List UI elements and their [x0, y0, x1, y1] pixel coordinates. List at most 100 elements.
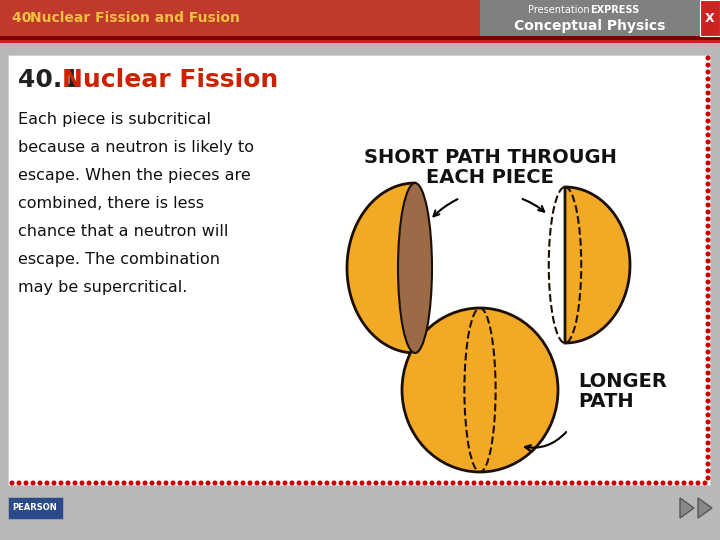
Circle shape [486, 481, 490, 485]
Circle shape [437, 481, 441, 485]
Circle shape [472, 481, 476, 485]
Circle shape [269, 481, 273, 485]
Circle shape [171, 481, 175, 485]
Circle shape [416, 481, 420, 485]
Circle shape [706, 476, 710, 480]
Circle shape [53, 481, 56, 485]
Circle shape [668, 481, 672, 485]
Text: 40: 40 [12, 11, 36, 25]
Circle shape [192, 481, 196, 485]
Circle shape [706, 322, 710, 326]
Circle shape [706, 133, 710, 137]
Circle shape [706, 427, 710, 431]
Circle shape [584, 481, 588, 485]
Circle shape [706, 378, 710, 382]
Circle shape [213, 481, 217, 485]
Polygon shape [565, 187, 630, 343]
Circle shape [45, 481, 49, 485]
Circle shape [507, 481, 510, 485]
Circle shape [444, 481, 448, 485]
FancyBboxPatch shape [0, 36, 720, 40]
FancyBboxPatch shape [0, 40, 720, 43]
Circle shape [570, 481, 574, 485]
Text: Nuclear Fission and Fusion: Nuclear Fission and Fusion [30, 11, 240, 25]
Circle shape [465, 481, 469, 485]
Circle shape [706, 336, 710, 340]
Circle shape [493, 481, 497, 485]
Circle shape [706, 189, 710, 193]
Circle shape [706, 448, 710, 452]
Circle shape [706, 364, 710, 368]
Circle shape [276, 481, 280, 485]
Text: LONGER: LONGER [578, 372, 667, 391]
Circle shape [706, 343, 710, 347]
Circle shape [591, 481, 595, 485]
Circle shape [706, 273, 710, 277]
Text: may be supercritical.: may be supercritical. [18, 280, 187, 295]
Circle shape [706, 175, 710, 179]
Circle shape [647, 481, 651, 485]
Circle shape [577, 481, 581, 485]
Circle shape [94, 481, 98, 485]
Circle shape [706, 63, 710, 67]
Circle shape [706, 434, 710, 438]
Polygon shape [698, 498, 712, 518]
Circle shape [514, 481, 518, 485]
Circle shape [255, 481, 258, 485]
Circle shape [220, 481, 224, 485]
FancyBboxPatch shape [8, 55, 710, 485]
Circle shape [706, 350, 710, 354]
Circle shape [360, 481, 364, 485]
Circle shape [143, 481, 147, 485]
Circle shape [395, 481, 399, 485]
Circle shape [122, 481, 126, 485]
Circle shape [458, 481, 462, 485]
Circle shape [528, 481, 532, 485]
Text: SHORT PATH THROUGH: SHORT PATH THROUGH [364, 148, 616, 167]
Circle shape [706, 441, 710, 445]
Circle shape [283, 481, 287, 485]
FancyBboxPatch shape [0, 490, 720, 540]
Circle shape [661, 481, 665, 485]
Circle shape [706, 224, 710, 228]
Circle shape [706, 252, 710, 256]
Circle shape [451, 481, 455, 485]
Circle shape [706, 70, 710, 74]
Circle shape [706, 308, 710, 312]
Text: PEARSON: PEARSON [13, 503, 58, 512]
Circle shape [706, 287, 710, 291]
Circle shape [706, 91, 710, 95]
Circle shape [626, 481, 630, 485]
Circle shape [290, 481, 294, 485]
Circle shape [706, 469, 710, 473]
Text: Each piece is subcritical: Each piece is subcritical [18, 112, 211, 127]
Circle shape [706, 98, 710, 102]
Circle shape [311, 481, 315, 485]
Circle shape [388, 481, 392, 485]
Circle shape [696, 481, 700, 485]
Circle shape [706, 385, 710, 389]
Circle shape [706, 329, 710, 333]
Circle shape [480, 481, 483, 485]
Circle shape [706, 112, 710, 116]
Text: X: X [705, 11, 715, 24]
Circle shape [549, 481, 553, 485]
Circle shape [87, 481, 91, 485]
Circle shape [318, 481, 322, 485]
Circle shape [206, 481, 210, 485]
Text: escape. The combination: escape. The combination [18, 252, 220, 267]
Circle shape [409, 481, 413, 485]
Circle shape [431, 481, 433, 485]
Circle shape [563, 481, 567, 485]
Circle shape [706, 455, 710, 459]
Circle shape [706, 84, 710, 88]
Circle shape [521, 481, 525, 485]
Circle shape [706, 294, 710, 298]
Circle shape [675, 481, 679, 485]
Text: PATH: PATH [578, 392, 634, 411]
Circle shape [633, 481, 636, 485]
Circle shape [402, 481, 406, 485]
Text: EACH PIECE: EACH PIECE [426, 168, 554, 187]
Circle shape [535, 481, 539, 485]
Circle shape [157, 481, 161, 485]
